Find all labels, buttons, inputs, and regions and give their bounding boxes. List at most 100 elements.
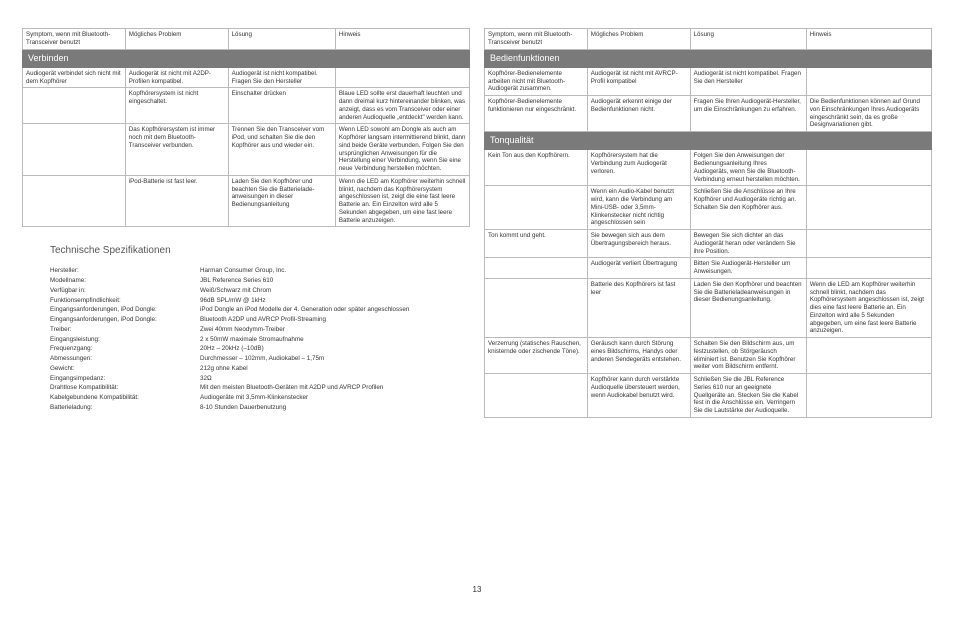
table-cell (806, 230, 931, 258)
section-row: Tonqualität (485, 132, 932, 150)
table-cell: Audiogerät erkennt einige der Bedienfunk… (587, 96, 690, 132)
table-cell (806, 67, 931, 95)
section-empty (125, 49, 228, 67)
table-cell (806, 186, 931, 230)
section-title: Bedienfunktionen (485, 49, 588, 67)
column-header: Mögliches Problem (125, 29, 228, 50)
table-row: Kopfhörer-Bedienelemente funktionieren n… (485, 96, 932, 132)
table-cell (806, 258, 931, 279)
table-cell (485, 374, 588, 418)
page-container: Symptom, wenn mit Bluetooth-Transceiver … (0, 0, 954, 428)
table-cell: Laden Sie den Kopfhörer und beachten Sie… (690, 278, 806, 337)
table-row: Ton kommt und geht.Sie bewegen sich aus … (485, 230, 932, 258)
table-cell (485, 278, 588, 337)
table-cell: Audiogerät ist nicht kompatibel. Fragen … (690, 67, 806, 95)
column-header: Hinweis (335, 29, 469, 50)
section-row: Bedienfunktionen (485, 49, 932, 67)
section-empty (587, 49, 690, 67)
spec-row: Hersteller:Harman Consumer Group, Inc. (50, 266, 470, 276)
column-header: Mögliches Problem (587, 29, 690, 50)
spec-value: 2 x 50mW maximale Stromaufnahme (200, 335, 470, 345)
table-header-row: Symptom, wenn mit Bluetooth-Transceiver … (23, 29, 470, 50)
spec-value: 20Hz – 20kHz (–10dB) (200, 344, 470, 354)
page-number: 13 (473, 585, 482, 594)
section-empty (335, 49, 469, 67)
table-cell: Die Bedienfunktionen können auf Grund vo… (806, 96, 931, 132)
spec-label: Kabelgebundene Kompatibilität: (50, 393, 200, 403)
table-cell: Laden Sie den Kopfhörer und beachten Sie… (228, 175, 335, 227)
spec-row: Frequenzgang:20Hz – 20kHz (–10dB) (50, 344, 470, 354)
section-empty (228, 49, 335, 67)
section-empty (587, 132, 690, 150)
spec-label: Treiber: (50, 325, 200, 335)
table-cell: Schließen Sie die Anschlüsse an Ihre Kop… (690, 186, 806, 230)
table-cell: Das Kopfhörersystem ist immer noch mit d… (125, 124, 228, 176)
table-cell: iPod-Batterie ist fast leer. (125, 175, 228, 227)
table-cell (806, 150, 931, 186)
section-empty (806, 49, 931, 67)
spec-value: Weiß/Schwarz mit Chrom (200, 286, 470, 296)
spec-row: Modellname:JBL Reference Series 610 (50, 276, 470, 286)
spec-value: Zwei 40mm Neodymm-Treiber (200, 325, 470, 335)
spec-row: Treiber:Zwei 40mm Neodymm-Treiber (50, 325, 470, 335)
specs-list: Hersteller:Harman Consumer Group, Inc.Mo… (50, 266, 470, 412)
spec-label: Eingangsanforderungen, iPod Dongle: (50, 315, 200, 325)
table-cell (485, 186, 588, 230)
column-header: Symptom, wenn mit Bluetooth-Transceiver … (485, 29, 588, 50)
table-cell: Kopfhörer kann durch verstärkte Audioque… (587, 374, 690, 418)
table-cell: Batterie des Kopfhörers ist fast leer (587, 278, 690, 337)
table-cell: Audiogerät ist nicht mit AVRCP-Profil ko… (587, 67, 690, 95)
column-header: Symptom, wenn mit Bluetooth-Transceiver … (23, 29, 126, 50)
spec-row: Eingangsanforderungen, iPod Dongle:iPod … (50, 305, 470, 315)
table-cell (23, 88, 126, 124)
spec-row: Eingangsimpedanz:32Ω (50, 374, 470, 384)
spec-value: 212g ohne Kabel (200, 364, 470, 374)
table-cell: Wenn LED sowohl am Dongle als auch am Ko… (335, 124, 469, 176)
table-cell: Audiogerät ist nicht mit A2DP-Profilen k… (125, 67, 228, 88)
spec-value: 96dB SPL/mW @ 1kHz (200, 296, 470, 306)
section-empty (690, 132, 806, 150)
table-cell: Kopfhörer-Bedienelemente arbeiten nicht … (485, 67, 588, 95)
troubleshoot-table-left: Symptom, wenn mit Bluetooth-Transceiver … (22, 28, 470, 227)
spec-label: Funktionsempfindlichkeit: (50, 296, 200, 306)
spec-label: Drahtlose Kompatibilität: (50, 383, 200, 393)
table-cell: Schließen Sie die JBL Reference Series 6… (690, 374, 806, 418)
table-cell: Verzerrung (statisches Rauschen, knister… (485, 338, 588, 374)
table-cell (335, 67, 469, 88)
spec-row: Eingangsanforderungen, iPod Dongle:Bluet… (50, 315, 470, 325)
table-cell: Ton kommt und geht. (485, 230, 588, 258)
table-cell: Kopfhörersystem ist nicht eingeschaltet. (125, 88, 228, 124)
table-cell: Blaue LED sollte erst dauerhaft leuchten… (335, 88, 469, 124)
spec-row: Verfügbar in:Weiß/Schwarz mit Chrom (50, 286, 470, 296)
spec-row: Funktionsempfindlichkeit:96dB SPL/mW @ 1… (50, 296, 470, 306)
table-row: Audiogerät verbindet sich nicht mit dem … (23, 67, 470, 88)
spec-value: Bluetooth A2DP und AVRCP Profil-Streamin… (200, 315, 470, 325)
spec-value: 8-10 Stunden Dauerbenutzung (200, 403, 470, 413)
table-row: iPod-Batterie ist fast leer.Laden Sie de… (23, 175, 470, 227)
table-row: Wenn ein Audio-Kabel benutzt wird, kann … (485, 186, 932, 230)
table-cell (806, 338, 931, 374)
table-cell (23, 175, 126, 227)
spec-label: Verfügbar in: (50, 286, 200, 296)
table-row: Batterie des Kopfhörers ist fast leerLad… (485, 278, 932, 337)
spec-value: Mit den meisten Bluetooth-Geräten mit A2… (200, 383, 470, 393)
spec-value: 32Ω (200, 374, 470, 384)
spec-value: JBL Reference Series 610 (200, 276, 470, 286)
spec-label: Eingangsimpedanz: (50, 374, 200, 384)
table-cell: Audiogerät verbindet sich nicht mit dem … (23, 67, 126, 88)
table-cell: Kopfhörer-Bedienelemente funktionieren n… (485, 96, 588, 132)
table-cell: Kopfhörersystem hat die Verbindung zum A… (587, 150, 690, 186)
table-cell: Geräusch kann durch Störung eines Bildsc… (587, 338, 690, 374)
table-row: Kein Ton aus den Kopfhörern.Kopfhörersys… (485, 150, 932, 186)
section-row: Verbinden (23, 49, 470, 67)
table-cell: Wenn ein Audio-Kabel benutzt wird, kann … (587, 186, 690, 230)
right-column: Symptom, wenn mit Bluetooth-Transceiver … (484, 28, 932, 418)
spec-label: Frequenzgang: (50, 344, 200, 354)
table-row: Das Kopfhörersystem ist immer noch mit d… (23, 124, 470, 176)
table-cell: Einschalter drücken (228, 88, 335, 124)
section-title: Tonqualität (485, 132, 588, 150)
spec-row: Eingangsleistung:2 x 50mW maximale Strom… (50, 335, 470, 345)
table-cell: Trennen Sie den Transceiver vom iPod, un… (228, 124, 335, 176)
column-header: Lösung (228, 29, 335, 50)
spec-row: Gewicht:212g ohne Kabel (50, 364, 470, 374)
